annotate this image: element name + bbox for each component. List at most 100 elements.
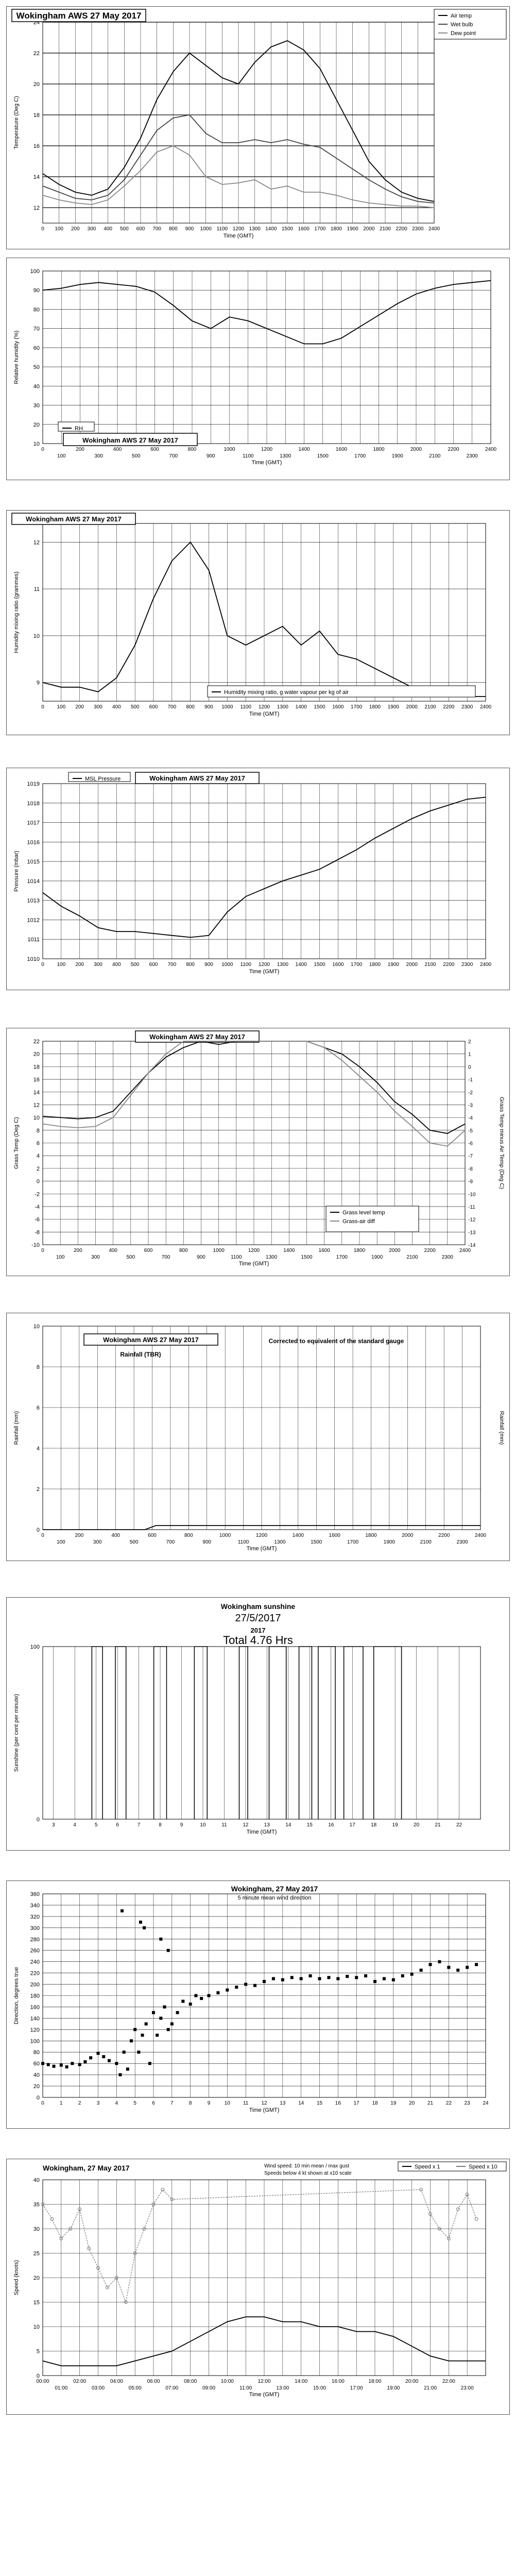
x-tick-label: 100 (57, 704, 65, 710)
y-tick-label-right: -4 (468, 1115, 473, 1121)
x-tick-label: 800 (184, 1533, 193, 1538)
data-point (364, 1974, 368, 1978)
x-tick-label: 6 (152, 2100, 155, 2106)
data-point (437, 2227, 441, 2231)
data-point (253, 1984, 257, 1987)
data-point (290, 1976, 294, 1979)
data-point (428, 1963, 432, 1967)
chart-title: Wokingham, 27 May 2017 (231, 1885, 318, 1893)
x-tick-label: 20:00 (405, 2379, 418, 2384)
data-point (159, 2016, 163, 2020)
plot-area (42, 1646, 481, 1820)
data-point (308, 1974, 312, 1978)
x-tick-label: 14 (298, 2100, 304, 2106)
x-tick-label: 1900 (388, 704, 400, 710)
data-point (355, 1976, 358, 1979)
y-tick-label: 4 (37, 1446, 40, 1452)
x-axis-label: Time (GMT) (224, 233, 254, 239)
mixing-ratio-chart: 9 10 11 12 0 100 200 300 400 500 600 700 800 900 1000 1… (6, 510, 510, 735)
chart-subtitle: Wind speed: 10 min mean / max gust (264, 2163, 349, 2169)
x-tick-label: 02:00 (73, 2379, 86, 2384)
x-tick-label: 1900 (371, 1255, 383, 1260)
pressure-chart-svg: 1010 1011 1012 1013 1014 1015 1016 1017 1018 1019… (13, 772, 492, 975)
x-tick-label: 17 (354, 2100, 360, 2106)
y-tick-label: 1013 (27, 898, 40, 904)
x-tick-label: 8 (159, 1822, 162, 1828)
x-tick-label: 2100 (424, 704, 436, 710)
y-tick-label: 1014 (27, 878, 40, 885)
y-tick-label: 20 (33, 2275, 40, 2281)
x-tick-label: 11 (243, 2100, 249, 2106)
x-tick-label: 100 (57, 453, 66, 459)
x-tick-label: 1800 (373, 447, 385, 452)
data-point (121, 1909, 124, 1912)
y-tick-label: 0 (37, 1179, 40, 1185)
x-tick-label: 22 (456, 1822, 462, 1828)
y-tick-label-right: -11 (468, 1205, 475, 1210)
x-tick-label: 200 (76, 447, 84, 452)
x-tick-label: 900 (185, 226, 194, 232)
data-point (456, 1969, 460, 1972)
data-point (133, 2028, 137, 2031)
x-tick-label: 08:00 (184, 2379, 197, 2384)
y-axis-label: Temperature (Deg C) (13, 96, 20, 149)
y-tick-label: 10 (33, 441, 40, 447)
x-tick-label: 2400 (459, 1248, 471, 1253)
x-tick-label: 1200 (259, 704, 270, 710)
x-tick-label: 1000 (213, 1248, 225, 1253)
x-tick-label: 2200 (448, 447, 459, 452)
pressure-chart: 1010 1011 1012 1013 1014 1015 1016 1017 1018 1019… (6, 768, 510, 990)
x-tick-label: 2100 (429, 453, 441, 459)
y-tick-label: 4 (37, 1153, 40, 1159)
chart-year: 2017 (251, 1626, 266, 1634)
y-tick-label: 2 (37, 1166, 40, 1172)
x-tick-label: 400 (112, 962, 121, 968)
data-point (96, 2266, 100, 2270)
legend-label: Speed x 10 (469, 2164, 497, 2170)
series-line (42, 2189, 477, 2303)
data-point (65, 2065, 68, 2069)
x-tick-label: 17 (350, 1822, 356, 1828)
x-tick-label: 24 (483, 2100, 489, 2106)
x-tick-label: 20 (409, 2100, 415, 2106)
x-tick-label: 400 (112, 704, 121, 710)
data-point (166, 1948, 170, 1952)
x-tick-label: 01:00 (55, 2385, 67, 2391)
x-tick-label: 1000 (221, 704, 233, 710)
legend-box (398, 2161, 507, 2172)
data-point (152, 2011, 155, 2014)
x-tick-label: 6 (116, 1822, 119, 1828)
x-tick-label: 2300 (467, 453, 478, 459)
x-tick-label: 1600 (329, 1533, 341, 1538)
sunshine-chart-svg: 0 100 3 4 5 6 7 8 9 10 11 12 13 14 15 16 17 18 19 20 21 22 Tim… (13, 1602, 481, 1835)
x-tick-label: 700 (166, 1539, 175, 1545)
x-tick-label: 00:00 (36, 2379, 49, 2384)
data-point (87, 2246, 91, 2250)
data-point (144, 2022, 148, 2026)
y-axis-label: Speed (knots) (13, 2260, 20, 2295)
y-tick-label-right: -3 (468, 1103, 473, 1108)
x-axis-label: Time (GMT) (249, 2107, 280, 2113)
x-tick-label: 2000 (406, 704, 418, 710)
sunshine-chart: 0 100 3 4 5 6 7 8 9 10 11 12 13 14 15 16 17 18 19 20 21 22 Tim… (6, 1597, 510, 1851)
x-tick-label: 600 (149, 962, 158, 968)
title-box (135, 772, 260, 784)
y-tick-label: 0 (37, 2095, 40, 2101)
y-tick-label-right: 2 (468, 1039, 471, 1045)
y-tick-label: 40 (33, 2177, 40, 2183)
y-tick-label: 20 (33, 81, 40, 88)
series-line (42, 280, 491, 345)
data-point (137, 2050, 141, 2054)
y-tick-label-right: -14 (468, 1243, 476, 1248)
data-point (59, 2063, 63, 2067)
data-point (96, 2052, 100, 2055)
y-tick-label: 18 (33, 1064, 40, 1070)
y-tick-label: 25 (33, 2251, 40, 2257)
x-tick-label: 2300 (456, 1539, 468, 1545)
x-tick-label: 0 (41, 1533, 44, 1538)
x-tick-label: 200 (75, 962, 84, 968)
x-tick-label: 600 (136, 226, 145, 232)
x-tick-label: 20 (414, 1822, 420, 1828)
data-point (281, 1978, 284, 1981)
